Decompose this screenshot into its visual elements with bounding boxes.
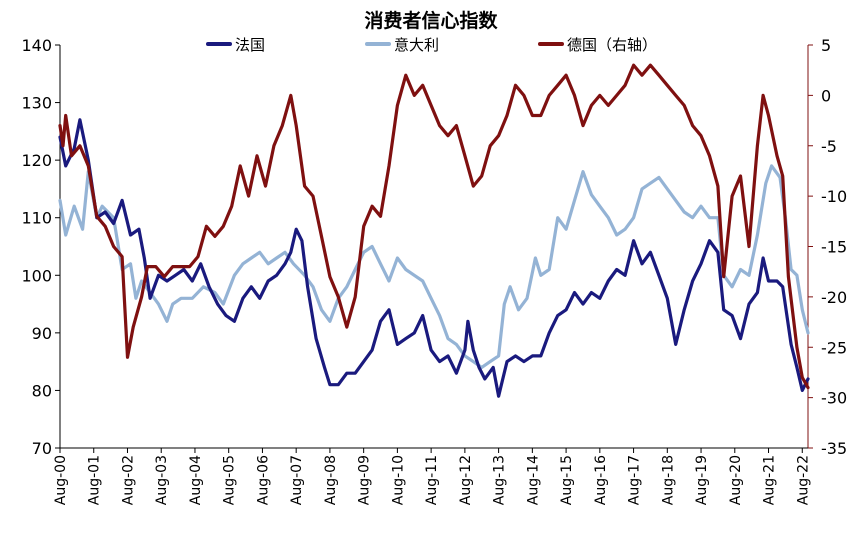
x-tick-label: Aug-09 — [357, 455, 373, 505]
x-tick-label: Aug-17 — [627, 455, 643, 505]
x-tick-label: Aug-16 — [593, 455, 609, 505]
x-tick-label: Aug-11 — [424, 455, 440, 505]
x-tick-label: Aug-02 — [120, 455, 136, 505]
x-tick-label: Aug-15 — [559, 455, 575, 505]
left-tick-label: 70 — [32, 439, 52, 458]
legend: 法国 意大利 德国（右轴） — [206, 36, 657, 54]
right-tick-label: -35 — [821, 439, 847, 458]
legend-label: 德国（右轴） — [567, 36, 657, 54]
left-tick-label: 110 — [21, 209, 52, 228]
right-tick-label: -10 — [821, 187, 847, 206]
legend-label: 法国 — [235, 36, 265, 54]
series-layer — [58, 63, 810, 398]
right-tick-label: -15 — [821, 238, 847, 257]
series-line-italy — [58, 164, 810, 369]
x-tick-label: Aug-01 — [87, 455, 103, 505]
x-tick-label: Aug-19 — [694, 455, 710, 505]
right-tick-label: 0 — [821, 86, 831, 105]
x-tick-label: Aug-14 — [525, 455, 541, 505]
left-tick-label: 140 — [21, 36, 52, 55]
x-tick-label: Aug-13 — [492, 455, 508, 505]
x-tick-label: Aug-04 — [188, 455, 204, 505]
left-tick-label: 100 — [21, 266, 52, 285]
right-tick-label: -20 — [821, 288, 847, 307]
left-tick-label: 90 — [32, 324, 52, 343]
x-tick-label: Aug-03 — [154, 455, 170, 505]
right-tick-label: 5 — [821, 36, 831, 55]
left-tick-label: 130 — [21, 94, 52, 113]
x-tick-label: Aug-00 — [53, 455, 69, 505]
legend-label: 意大利 — [394, 36, 439, 54]
x-tick-label: Aug-22 — [795, 455, 811, 505]
x-tick-label: Aug-21 — [762, 455, 778, 505]
chart-title: 消费者信心指数 — [364, 9, 498, 32]
right-axis: -35 -30 -25 -20 -15 -10 -5 0 5 — [807, 36, 847, 458]
right-tick-label: -25 — [821, 338, 847, 357]
x-tick-label: Aug-08 — [323, 455, 339, 505]
left-axis: 70 80 90 100 110 120 130 140 — [21, 36, 61, 458]
series-line-france — [58, 118, 810, 398]
x-tick-label: Aug-12 — [458, 455, 474, 505]
right-tick-label: -5 — [821, 137, 837, 156]
x-tick-label: Aug-05 — [222, 455, 238, 505]
x-tick-label: Aug-06 — [255, 455, 271, 505]
right-tick-label: -30 — [821, 389, 847, 408]
x-tick-label: Aug-20 — [728, 455, 744, 505]
x-tick-label: Aug-07 — [289, 455, 305, 505]
x-tick-label: Aug-10 — [390, 455, 406, 505]
x-tick-label: Aug-18 — [660, 455, 676, 505]
left-tick-label: 120 — [21, 151, 52, 170]
series-line-germany — [58, 63, 810, 390]
left-tick-label: 80 — [32, 381, 52, 400]
x-axis: Aug-00 Aug-01 Aug-02 Aug-03 Aug-04 Aug-05 Aug-… — [53, 447, 811, 505]
